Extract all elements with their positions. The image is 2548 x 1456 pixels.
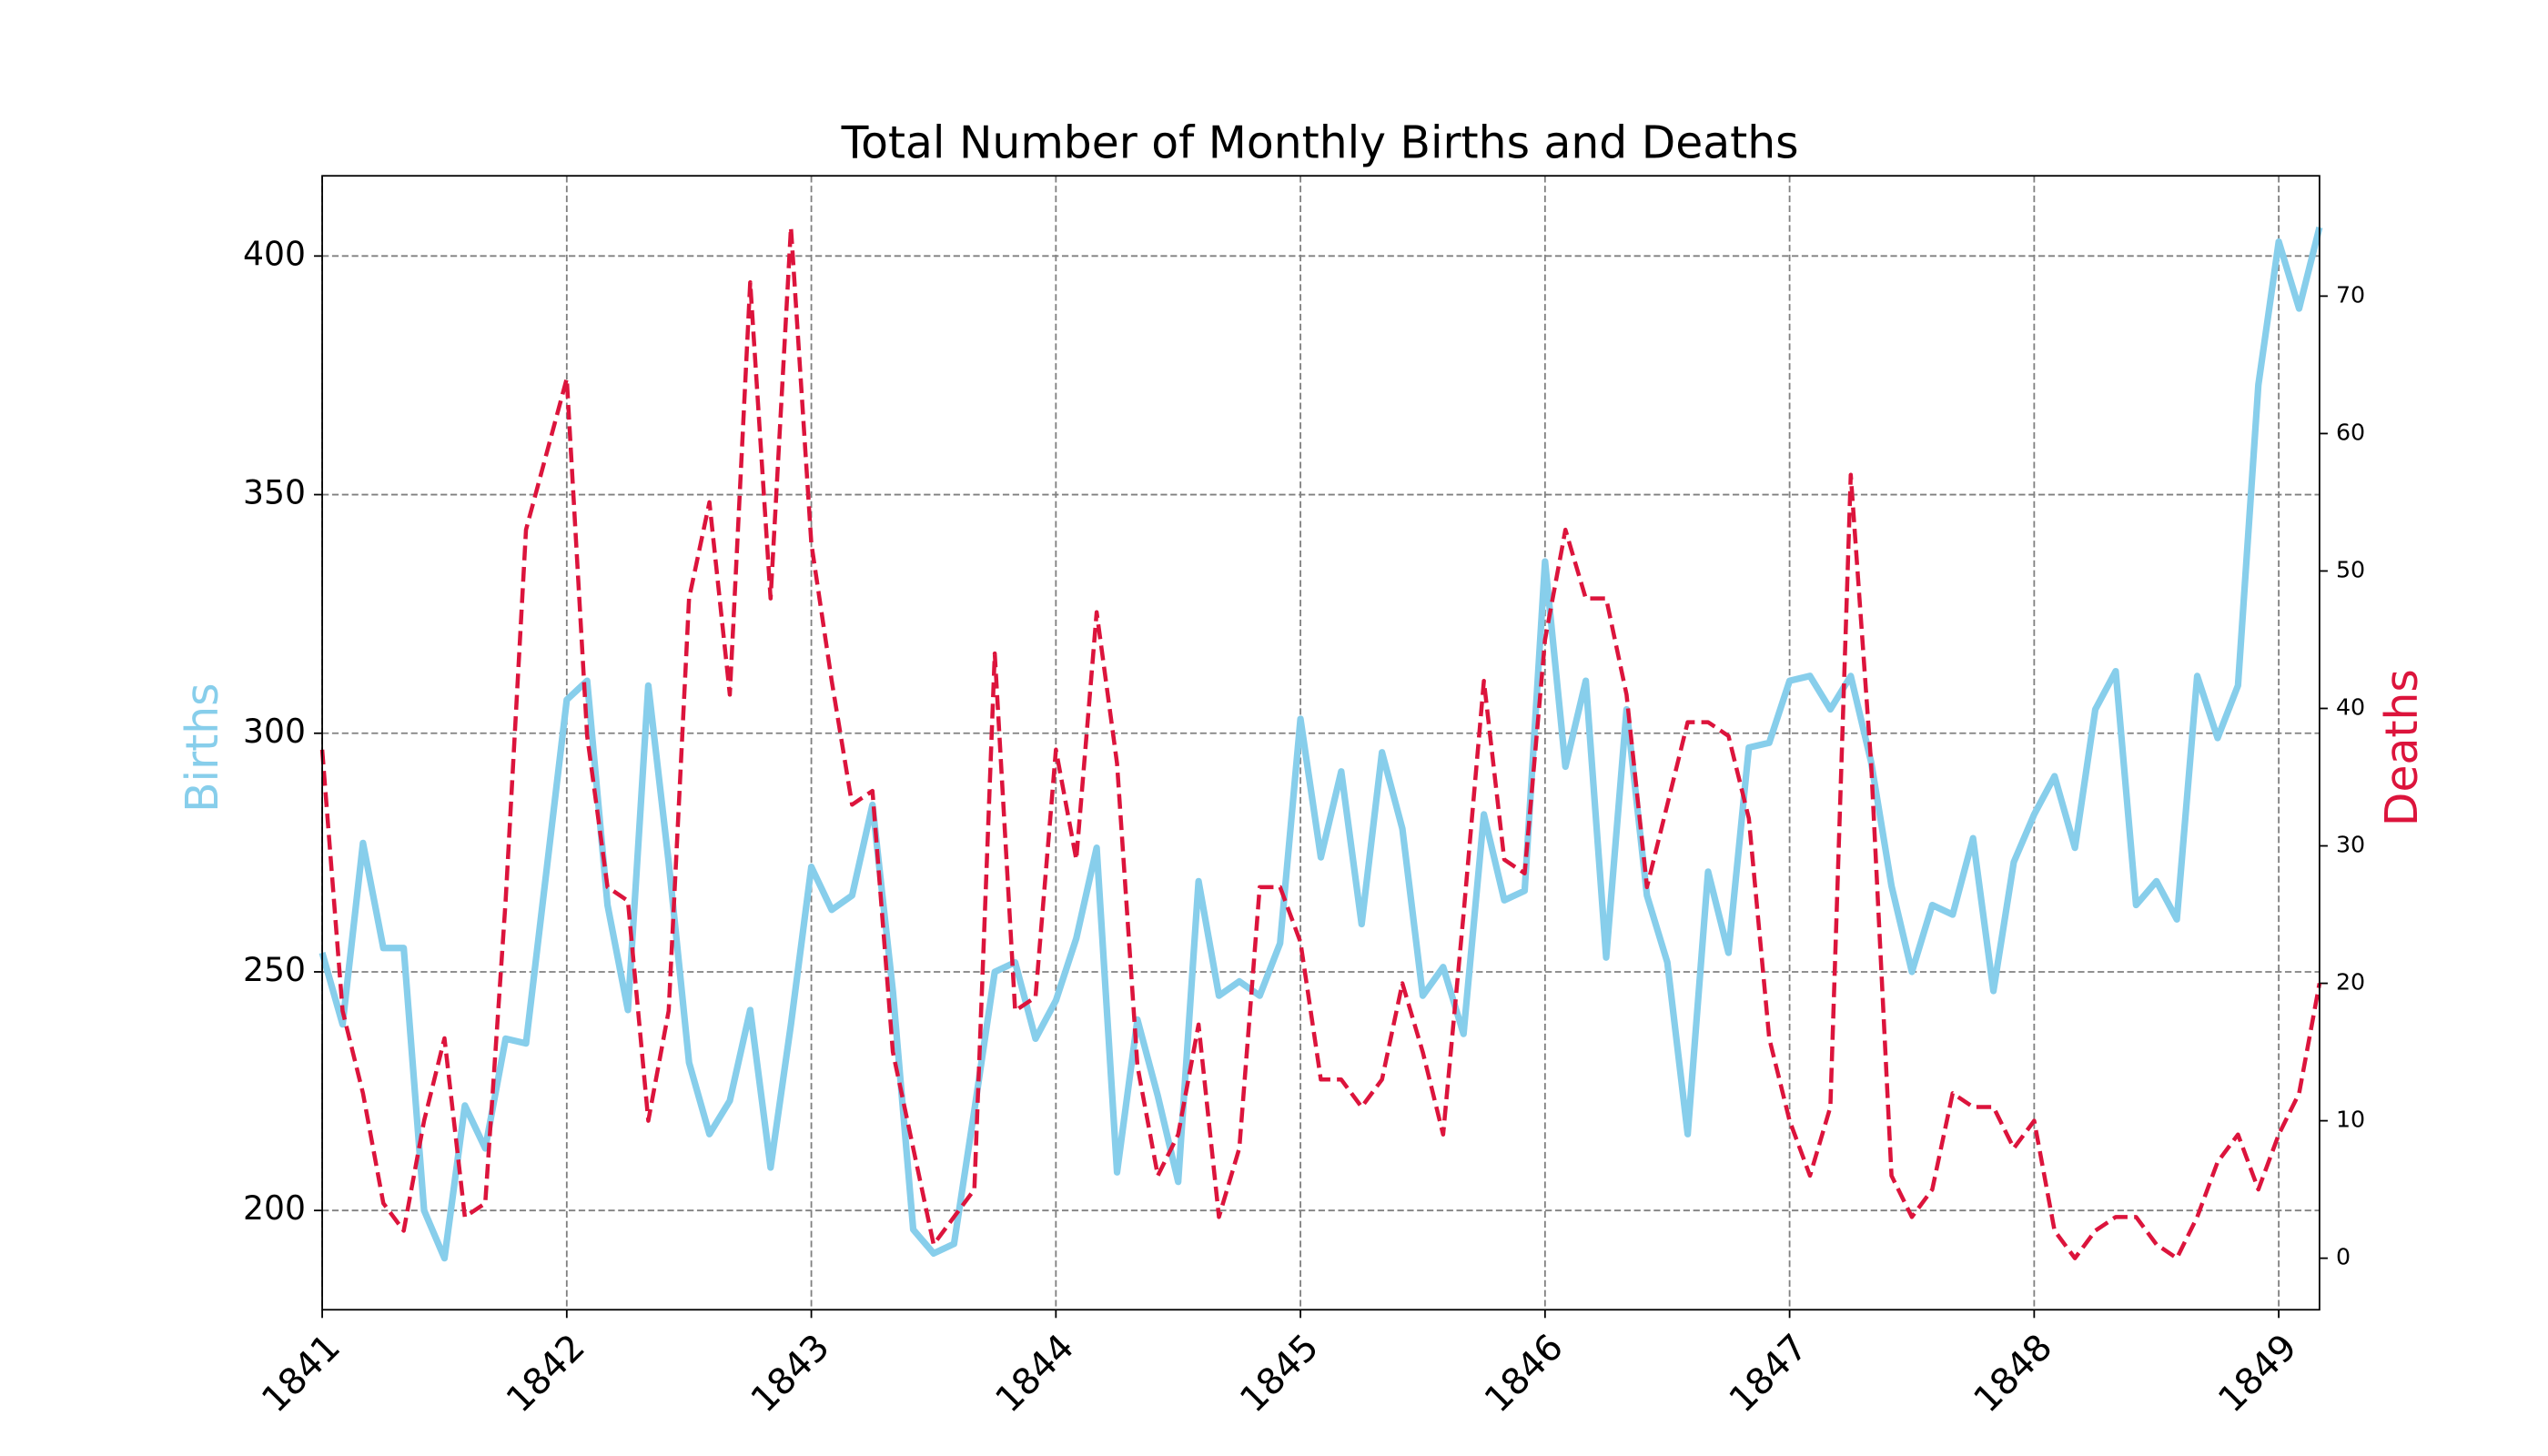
x-tick-label: 1847 — [1722, 1326, 1816, 1421]
y2-tick-label: 10 — [2336, 1107, 2365, 1133]
x-tick-label: 1842 — [499, 1326, 593, 1421]
y-tick-label: 350 — [243, 473, 306, 512]
y2-tick-label: 60 — [2336, 419, 2365, 445]
x-tick-label: 1843 — [743, 1326, 837, 1421]
x-tick-label: 1844 — [987, 1326, 1082, 1421]
y-tick-label: 200 — [243, 1188, 306, 1228]
y-axis-label: Births — [177, 682, 228, 812]
y2-tick-label: 40 — [2336, 693, 2365, 720]
x-tick-label: 1845 — [1232, 1326, 1327, 1421]
x-tick-label: 1846 — [1477, 1326, 1572, 1421]
series-line — [319, 225, 2322, 1260]
chart-title: Total Number of Monthly Births and Death… — [841, 118, 1799, 169]
plot-frame — [321, 175, 2320, 1311]
x-tick-label: 1848 — [1966, 1326, 2060, 1421]
y2-tick-label: 70 — [2336, 281, 2365, 308]
y2-tick-label: 0 — [2336, 1244, 2351, 1270]
y2-tick-label: 20 — [2336, 969, 2365, 996]
y2-axis-label: Deaths — [2377, 669, 2428, 826]
series-line — [318, 226, 2323, 1262]
y2-tick-label: 30 — [2336, 832, 2365, 858]
y2-tick-label: 50 — [2336, 556, 2365, 582]
x-tick-label: 1849 — [2210, 1326, 2305, 1421]
y-tick-label: 250 — [243, 950, 306, 989]
y-tick-label: 300 — [243, 712, 306, 751]
x-tick-label: 1841 — [254, 1326, 349, 1421]
y-tick-label: 400 — [243, 234, 306, 273]
